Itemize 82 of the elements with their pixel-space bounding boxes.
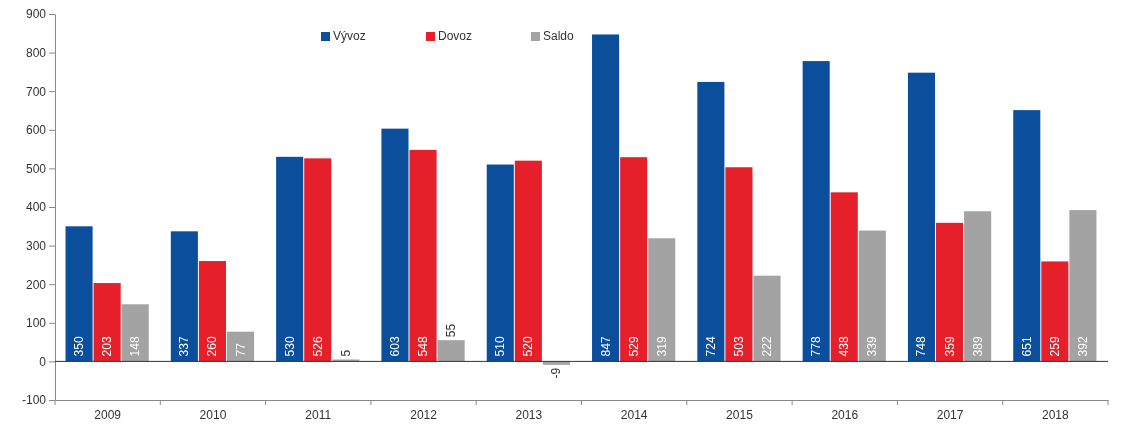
data-label: 847 xyxy=(598,336,613,357)
bar xyxy=(620,157,648,362)
data-label: 778 xyxy=(809,336,824,357)
bar xyxy=(830,192,858,362)
data-label: 530 xyxy=(282,336,297,357)
bar xyxy=(592,34,620,362)
bar xyxy=(304,158,332,362)
bar xyxy=(226,331,255,362)
data-label: 526 xyxy=(310,336,325,357)
bar xyxy=(802,61,830,362)
data-label: 319 xyxy=(654,336,669,357)
data-label: 748 xyxy=(914,336,929,357)
y-tick-label: 0 xyxy=(39,354,47,369)
data-label: 503 xyxy=(731,336,746,357)
data-label: 529 xyxy=(626,336,641,357)
bar xyxy=(964,211,992,362)
x-tick-label: 2011 xyxy=(305,407,332,422)
data-label: 359 xyxy=(942,336,957,357)
data-label: 392 xyxy=(1075,336,1090,357)
bar xyxy=(121,304,149,362)
data-label: 77 xyxy=(233,342,248,357)
y-tick-label: 500 xyxy=(25,161,47,176)
x-tick-label: 2013 xyxy=(515,407,543,422)
x-tick-label: 2010 xyxy=(199,407,227,422)
data-label: 5 xyxy=(338,349,353,357)
bar xyxy=(648,238,676,362)
bar xyxy=(409,149,437,362)
y-tick-label: 800 xyxy=(25,45,47,60)
x-tick-label: 2014 xyxy=(620,407,648,422)
bar xyxy=(486,164,514,362)
data-label: 339 xyxy=(865,336,880,357)
y-tick-label: 600 xyxy=(25,123,47,138)
data-label: 651 xyxy=(1019,336,1034,357)
bar xyxy=(697,81,725,362)
data-label: 603 xyxy=(387,336,402,357)
y-tick-label: 400 xyxy=(25,200,47,215)
data-label: 337 xyxy=(177,336,192,357)
bar xyxy=(1041,261,1069,362)
data-label: 510 xyxy=(493,336,508,357)
bar xyxy=(65,226,93,362)
legend-label: Vývoz xyxy=(333,29,366,43)
bar xyxy=(198,261,226,362)
bar xyxy=(1013,110,1041,362)
x-tick-label: 2017 xyxy=(936,407,964,422)
data-label: 389 xyxy=(970,336,985,357)
data-label: 259 xyxy=(1047,336,1062,357)
bar xyxy=(936,222,964,362)
data-label: 203 xyxy=(100,336,115,357)
data-label: 548 xyxy=(416,336,431,357)
bar xyxy=(514,160,542,362)
bar xyxy=(725,167,753,362)
x-tick-label: 2012 xyxy=(410,407,438,422)
data-label: 55 xyxy=(444,323,459,338)
bar xyxy=(170,231,198,362)
bar xyxy=(753,275,781,362)
x-tick-label: 2016 xyxy=(831,407,859,422)
bar xyxy=(907,72,936,362)
bar xyxy=(437,340,465,362)
legend-label: Saldo xyxy=(543,29,575,43)
data-label: -9 xyxy=(549,367,564,379)
legend-label: Dovoz xyxy=(438,29,473,43)
y-tick-label: 300 xyxy=(25,238,47,253)
data-label: 222 xyxy=(760,336,775,357)
y-tick-label: 900 xyxy=(25,7,47,22)
x-tick-label: 2015 xyxy=(726,407,754,422)
data-label: 520 xyxy=(521,336,536,357)
bar xyxy=(381,128,409,362)
bar xyxy=(93,283,121,362)
y-tick-label: 200 xyxy=(25,277,47,292)
y-tick-label: -100 xyxy=(21,393,47,408)
data-label: 260 xyxy=(205,336,220,357)
data-label: 724 xyxy=(703,336,718,357)
bar xyxy=(858,230,886,362)
y-tick-label: 700 xyxy=(25,84,47,99)
x-tick-label: 2009 xyxy=(94,407,122,422)
data-label: 148 xyxy=(128,336,143,357)
bar xyxy=(1069,210,1097,362)
data-label: 438 xyxy=(837,336,852,357)
data-label: 350 xyxy=(72,336,87,357)
x-tick-label: 2018 xyxy=(1042,407,1070,422)
bar xyxy=(276,156,304,362)
y-tick-label: 100 xyxy=(25,316,47,331)
